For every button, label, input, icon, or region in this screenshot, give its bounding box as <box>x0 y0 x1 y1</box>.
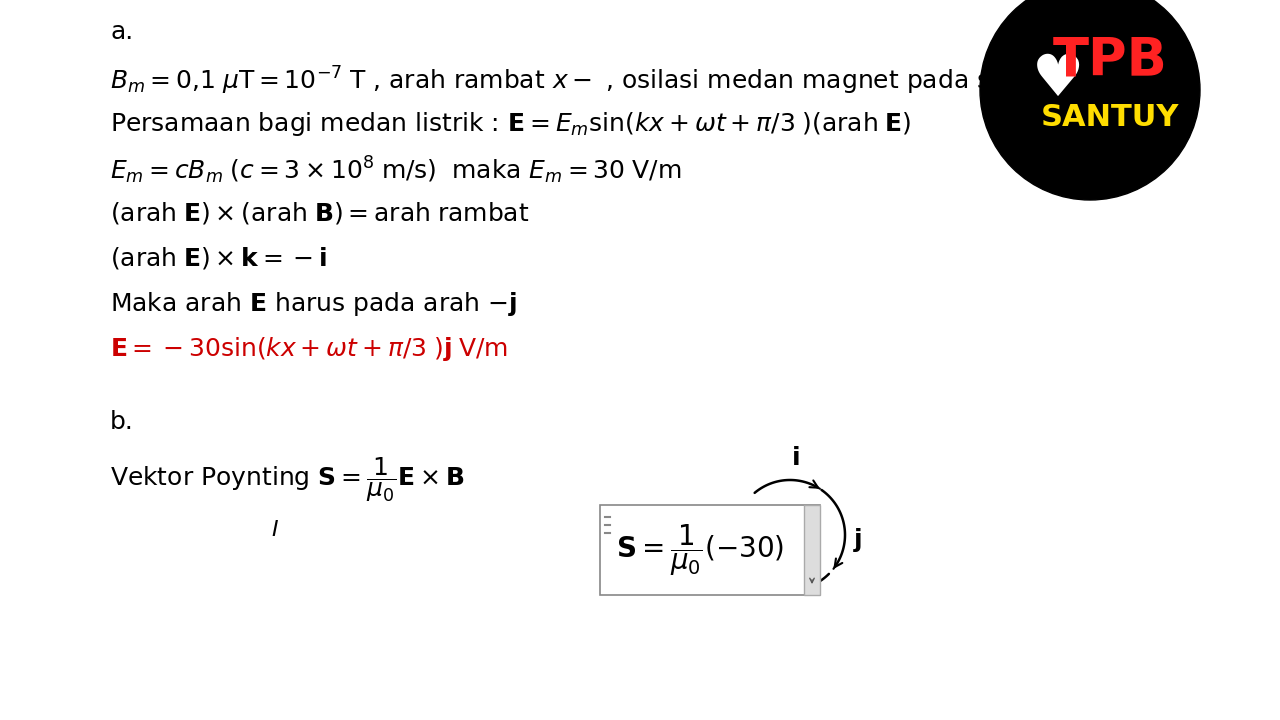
Text: b.: b. <box>110 410 134 434</box>
Circle shape <box>980 0 1201 200</box>
Text: SANTUY: SANTUY <box>1041 104 1179 132</box>
Text: a.: a. <box>110 20 133 44</box>
Text: $(\mathrm{arah}\;\mathbf{E}) \times \mathbf{k} = -\mathbf{i}$: $(\mathrm{arah}\;\mathbf{E}) \times \mat… <box>110 245 328 271</box>
Text: $\mathbf{k}$: $\mathbf{k}$ <box>708 528 727 552</box>
Text: $\mathbf{E} = -30\sin(kx + \omega t + \pi/3\;)\mathbf{j}\;\mathrm{V/m}$: $\mathbf{E} = -30\sin(kx + \omega t + \p… <box>110 335 508 363</box>
Text: $\mathbf{j}$: $\mathbf{j}$ <box>852 526 863 554</box>
Text: $B_m = 0{,}1\;\mu\mathrm{T} = 10^{-7}\;\mathrm{T}$ , arah rambat $x-$ , osilasi : $B_m = 0{,}1\;\mu\mathrm{T} = 10^{-7}\;\… <box>110 65 1084 97</box>
Text: Persamaan bagi medan listrik : $\mathbf{E} = E_m\sin(kx + \omega t + \pi/3\;)(\m: Persamaan bagi medan listrik : $\mathbf{… <box>110 110 911 138</box>
Text: $\mathbf{S} = \dfrac{1}{\mu_0}(-30)$: $\mathbf{S} = \dfrac{1}{\mu_0}(-30)$ <box>616 522 785 578</box>
Text: Vektor Poynting $\mathbf{S} = \dfrac{1}{\mu_0}\mathbf{E} \times \mathbf{B}$: Vektor Poynting $\mathbf{S} = \dfrac{1}{… <box>110 455 465 504</box>
Bar <box>804 505 820 595</box>
Text: ♥: ♥ <box>1032 52 1084 109</box>
Bar <box>600 505 820 595</box>
Text: $E_m = cB_m\;(c = 3 \times 10^8\;\mathrm{m/s})\;$ maka $E_m = 30\;\mathrm{V/m}$: $E_m = cB_m\;(c = 3 \times 10^8\;\mathrm… <box>110 155 681 186</box>
Text: $\mathbf{i}$: $\mathbf{i}$ <box>791 446 799 470</box>
Text: Maka arah $\mathbf{E}$ harus pada arah $-\mathbf{j}$: Maka arah $\mathbf{E}$ harus pada arah $… <box>110 290 517 318</box>
Text: $I$: $I$ <box>271 520 279 540</box>
Text: $(\mathrm{arah}\;\mathbf{E}) \times (\mathrm{arah}\;\mathbf{B}) = \mathrm{arah\;: $(\mathrm{arah}\;\mathbf{E}) \times (\ma… <box>110 200 530 226</box>
Text: TPB: TPB <box>1052 34 1167 86</box>
